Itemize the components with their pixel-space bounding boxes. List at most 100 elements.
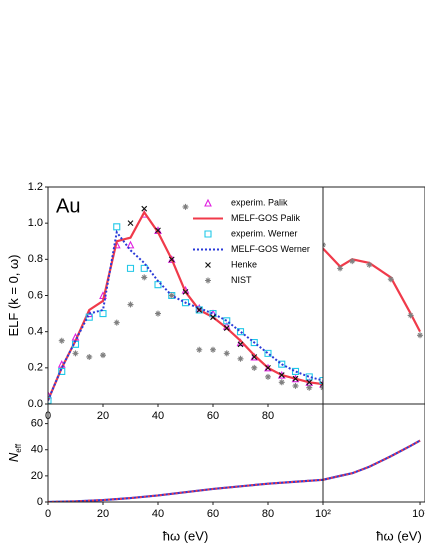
data-point [86, 353, 93, 360]
data-point [155, 227, 161, 234]
y-axis-label-main: N [6, 452, 21, 462]
data-point [366, 261, 373, 268]
y-tick-label: 40 [31, 444, 43, 456]
y-axis-label-sub: eff [14, 443, 23, 453]
data-point [291, 367, 300, 375]
data-point [140, 264, 148, 272]
legend-marker [205, 277, 211, 284]
data-point [210, 346, 216, 353]
axes-frame [322, 186, 425, 405]
legend-label: experim. Palik [231, 197, 288, 207]
data-point [306, 384, 313, 391]
data-point [127, 301, 134, 308]
axes-frame [322, 403, 425, 503]
data-point [126, 264, 135, 272]
data-point [100, 352, 106, 359]
legend-marker [205, 262, 211, 268]
data-point [237, 341, 244, 348]
data-point [292, 375, 299, 382]
y-tick-label: 0.8 [28, 253, 43, 265]
data-point [223, 325, 230, 331]
y-axis-label-main: ELF (k = 0, ω) [6, 254, 21, 336]
y-tick-label: 0.6 [28, 289, 43, 301]
x-axis-label: ħω (eV) [163, 528, 209, 543]
legend-label: MELF-GOS Werner [231, 244, 310, 254]
data-point [349, 258, 356, 265]
data-point [168, 291, 176, 300]
y-tick-label: 1.2 [28, 181, 43, 193]
data-point [251, 354, 258, 360]
data-point [306, 379, 313, 386]
data-point [407, 312, 414, 319]
y-tick-label: 1.0 [28, 217, 43, 229]
legend-label: experim. Werner [231, 228, 297, 238]
data-point [182, 203, 189, 210]
data-line [323, 439, 421, 481]
data-point [210, 314, 216, 321]
data-point [141, 205, 148, 212]
x-tick-label: 40 [152, 410, 164, 422]
x-tick-label: 80 [262, 410, 274, 422]
data-point [236, 328, 245, 336]
data-point [337, 265, 344, 272]
x-tick-label: 10² [315, 508, 331, 520]
data-point [167, 255, 176, 263]
x-axis-label: ħω (eV) [376, 528, 422, 543]
y-axis-label: Neff [6, 443, 23, 462]
data-point [168, 256, 175, 263]
data-line [323, 247, 422, 333]
legend-marker [204, 198, 212, 207]
panel-label: Au [56, 195, 80, 217]
legend-label: MELF-GOS Palik [231, 213, 301, 223]
x-tick-label: 0 [45, 508, 51, 520]
data-point [387, 276, 394, 283]
data-point [196, 307, 203, 313]
legend-label: NIST [231, 275, 252, 285]
data-point [305, 373, 313, 381]
x-tick-label: 40 [152, 508, 164, 520]
x-tick-label: 10³ [412, 508, 425, 520]
y-tick-label: 0.2 [28, 362, 43, 374]
data-point [99, 310, 107, 318]
data-point [72, 350, 79, 357]
data-line [48, 478, 323, 502]
axes-frame [47, 403, 324, 503]
data-point [223, 350, 230, 357]
data-point [292, 382, 299, 389]
legend-marker [204, 230, 212, 238]
data-line [48, 229, 323, 401]
data-point [141, 274, 148, 281]
data-point [265, 373, 271, 380]
plot-area [323, 439, 421, 481]
y-tick-label: 20 [31, 470, 43, 482]
data-line [48, 478, 323, 502]
data-point [251, 364, 258, 371]
data-point [237, 355, 244, 362]
data-point [196, 346, 203, 353]
data-point [113, 223, 121, 231]
y-tick-label: 60 [31, 418, 43, 430]
data-point [265, 364, 271, 371]
data-point [126, 240, 135, 249]
data-point [168, 292, 175, 299]
x-tick-label: 20 [97, 410, 109, 422]
data-point [154, 281, 162, 289]
plot-area [48, 478, 323, 502]
data-point [58, 337, 65, 344]
y-tick-label: 0.0 [28, 398, 43, 410]
data-point [195, 306, 203, 314]
data-point [278, 360, 286, 368]
x-tick-label: 80 [262, 508, 274, 520]
data-line [323, 439, 421, 481]
data-point [48, 396, 52, 404]
plot-area [48, 203, 323, 404]
data-point [264, 349, 272, 357]
plot-area [323, 241, 424, 339]
data-point [113, 319, 120, 326]
data-point [182, 288, 189, 295]
data-point [223, 317, 231, 325]
x-tick-label: 60 [207, 508, 219, 520]
data-point [417, 332, 424, 339]
x-tick-label: 60 [207, 410, 219, 422]
